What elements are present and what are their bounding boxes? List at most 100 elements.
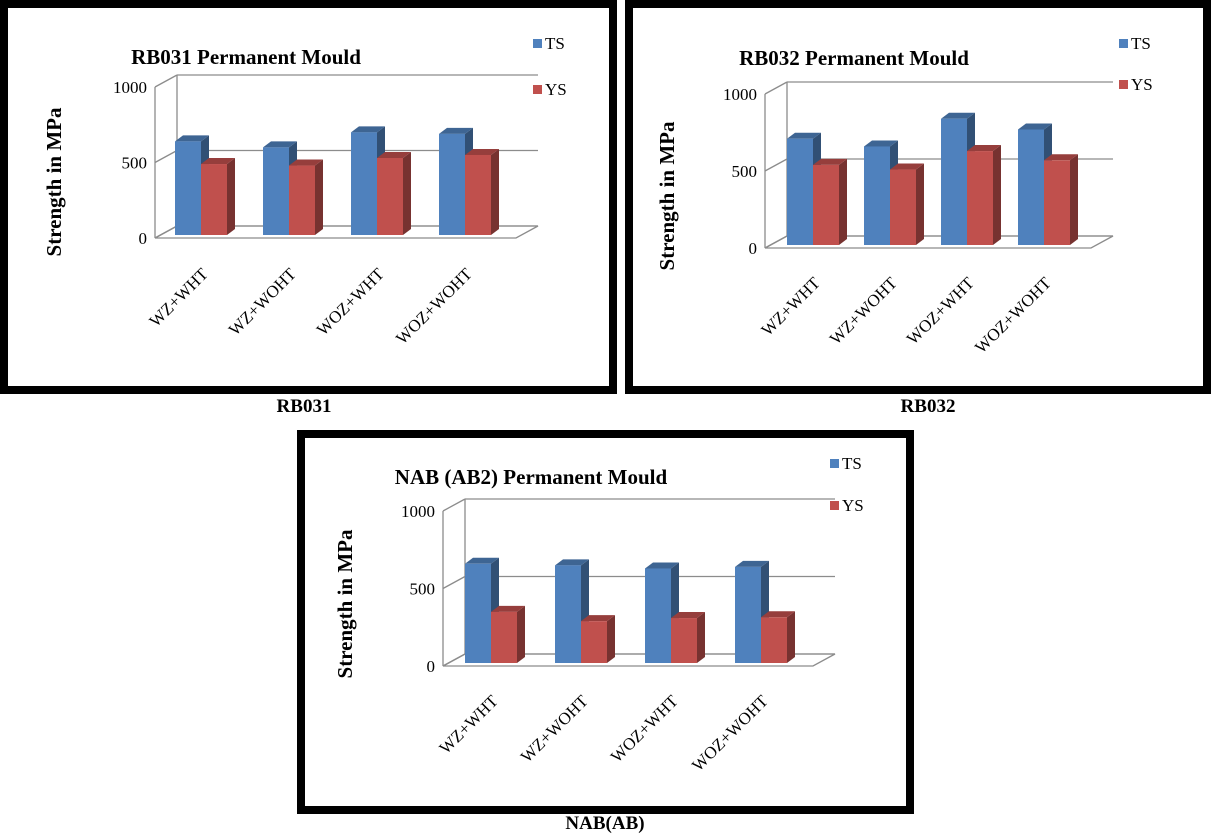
y-axis-label: Strength in MPa [42, 107, 66, 256]
y-tick-label: 0 [139, 229, 148, 248]
bar-top [465, 557, 499, 564]
bar-side [607, 615, 615, 663]
bar-front [967, 151, 993, 245]
caption-rb031: RB031 [276, 396, 332, 417]
bar-ys [671, 612, 705, 663]
bar-top [491, 605, 525, 612]
bar-front [263, 147, 289, 235]
y-tick-label: 500 [410, 580, 436, 599]
caption-nab: NAB(AB) [565, 813, 645, 834]
bar-top [351, 126, 385, 133]
bar-top [201, 158, 235, 165]
y-tick-label: 1000 [113, 78, 147, 97]
bar-ts [735, 560, 769, 663]
x-tick-label: WZ+WOHT [826, 273, 901, 348]
bar-top [555, 559, 589, 566]
x-tick-label: WZ+WOHT [225, 264, 300, 339]
y-axis-label: Strength in MPa [333, 529, 357, 678]
bar-top [787, 132, 821, 139]
x-tick-label: WZ+WHT [758, 273, 825, 340]
bar-ys [890, 163, 924, 245]
legend-label-ys: YS [1131, 75, 1153, 94]
chart-floor [764, 235, 1114, 249]
gridline-depth [154, 74, 178, 88]
y-tick-label: 0 [427, 657, 436, 676]
bar-front [439, 133, 465, 235]
legend-swatch-ys [830, 501, 839, 510]
bar-front [941, 118, 967, 245]
bar-ys [465, 148, 499, 235]
bar-top [289, 159, 323, 166]
legend-swatch-ys [533, 85, 542, 94]
bar-top [761, 611, 795, 618]
bar-front [175, 141, 201, 235]
bar-front [864, 146, 890, 245]
chart-floor [154, 225, 539, 239]
bar-top [1044, 154, 1078, 161]
bar-front [351, 132, 377, 235]
bar-top [813, 158, 847, 165]
bar-top [645, 562, 679, 569]
bar-top [864, 140, 898, 147]
bar-side [517, 605, 525, 663]
bar-side [491, 148, 499, 235]
bar-top [581, 615, 615, 622]
bar-top [671, 612, 705, 619]
x-tick-label: WOZ+WOHT [688, 691, 772, 775]
bar-top [465, 148, 499, 155]
legend-label-ts: TS [842, 454, 862, 473]
gridline-depth [442, 575, 466, 590]
chart-floor [442, 653, 836, 667]
bar-top [377, 151, 411, 158]
bar-front [581, 621, 607, 663]
y-tick-label: 1000 [401, 502, 435, 521]
bar-top [941, 112, 975, 119]
bar-side [227, 158, 235, 235]
gridline-depth [154, 149, 178, 164]
bar-ys [289, 159, 323, 235]
chart-rb031: 0 500 1000 WZ+WHT WZ+WOHT WOZ+WHT WOZ+WOHT RB03… [42, 34, 567, 348]
bar-front [491, 611, 517, 663]
x-tick-label: WOZ+WHT [313, 264, 388, 339]
y-tick-label: 1000 [723, 85, 757, 104]
chart-nab: 0 500 1000 WZ+WHT WZ+WOHT WOZ+WHT WOZ+WOHT NAB … [333, 454, 864, 775]
bar-side [839, 158, 847, 245]
bar-side [993, 145, 1001, 245]
bar-front [761, 617, 787, 663]
bar-front [555, 565, 581, 663]
bar-front [645, 568, 671, 663]
chart-panel-nab: 0 500 1000 WZ+WHT WZ+WOHT WOZ+WHT WOZ+WOHT NAB … [297, 430, 914, 814]
bar-front [465, 563, 491, 663]
bar-front [377, 157, 403, 235]
bar-front [671, 618, 697, 663]
bar-ys [1044, 154, 1078, 245]
bar-front [1044, 160, 1070, 245]
chart-title: RB031 Permanent Mould [131, 45, 361, 69]
legend-swatch-ts [830, 459, 839, 468]
bar-side [403, 151, 411, 235]
x-tick-label: WOZ+WOHT [392, 264, 476, 348]
legend-label-ts: TS [1131, 34, 1151, 53]
legend-label-ys: YS [842, 496, 864, 515]
legend-swatch-ys [1119, 80, 1128, 89]
y-tick-label: 500 [122, 154, 148, 173]
bar-ys [967, 145, 1001, 245]
bar-top [735, 560, 769, 567]
x-tick-label: WOZ+WHT [903, 273, 978, 348]
gridline-depth [442, 498, 466, 512]
x-tick-label: WOZ+WHT [607, 691, 682, 766]
chart-panel-rb032: 0 500 1000 WZ+WHT WZ+WOHT WOZ+WHT WOZ+WOHT RB03… [625, 0, 1211, 394]
chart-title: NAB (AB2) Permanent Mould [395, 465, 668, 489]
bar-ys [581, 615, 615, 663]
legend-swatch-ts [533, 39, 542, 48]
bar-top [175, 135, 209, 142]
bar-top [1018, 123, 1052, 130]
bar-ys [491, 605, 525, 663]
bar-front [465, 154, 491, 235]
x-tick-label: WZ+WHT [146, 264, 213, 331]
gridline-depth [764, 158, 788, 172]
bar-top [967, 145, 1001, 152]
bar-ys [377, 151, 411, 235]
chart-panel-rb031: 0 500 1000 WZ+WHT WZ+WOHT WOZ+WHT WOZ+WOHT RB03… [0, 0, 617, 394]
bar-front [787, 138, 813, 245]
